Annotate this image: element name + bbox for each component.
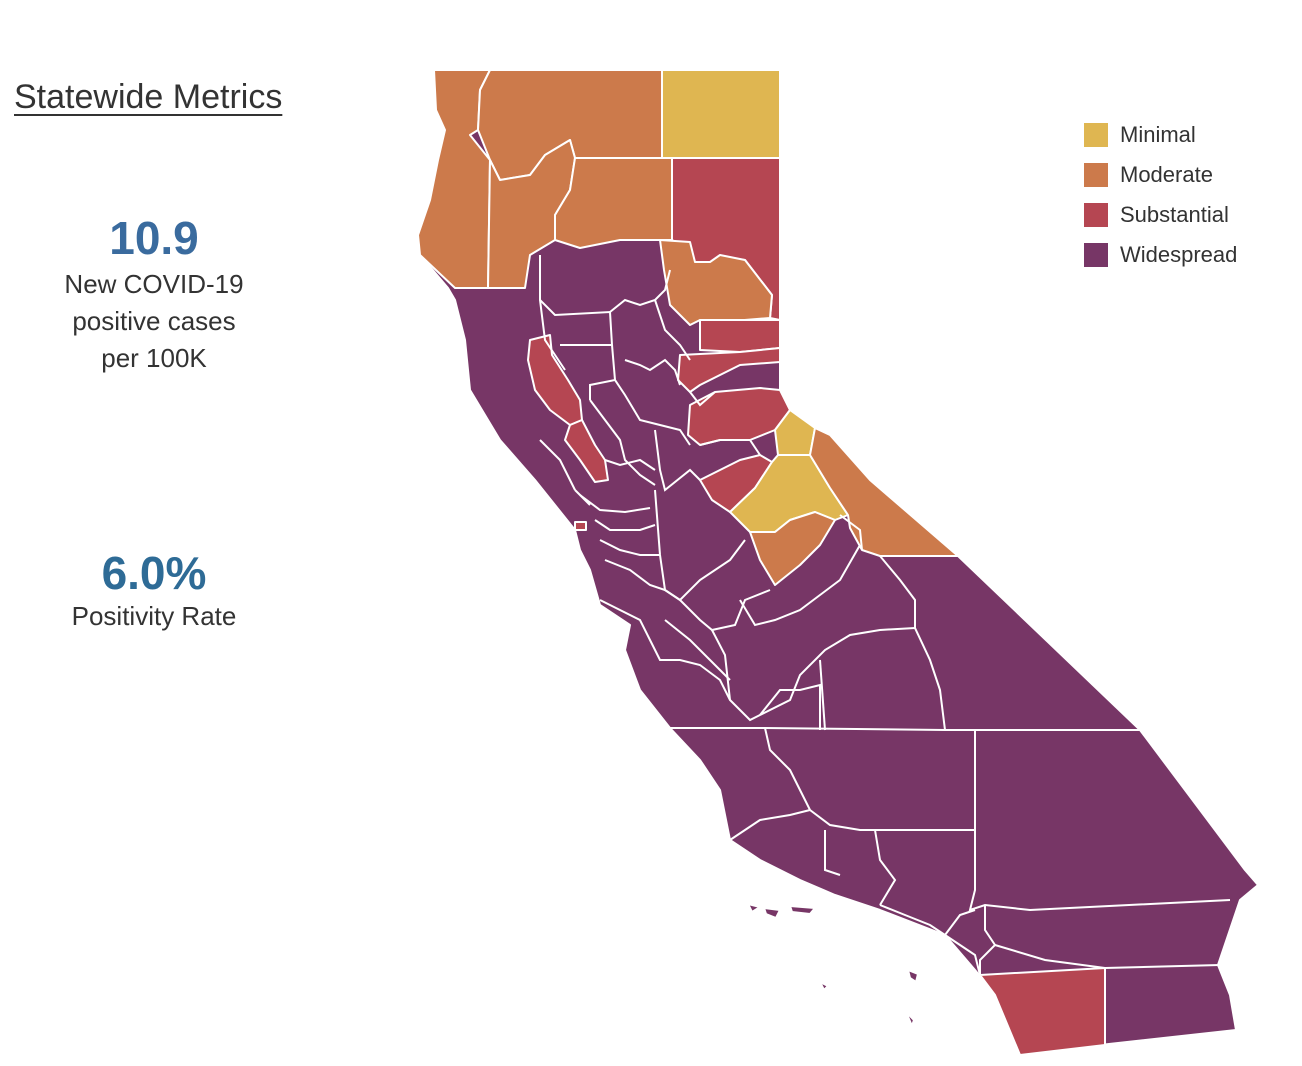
county-san-diego — [979, 967, 1106, 1056]
legend-item-widespread: Widespread — [1084, 235, 1237, 275]
legend-item-moderate: Moderate — [1084, 155, 1237, 195]
legend-swatch-widespread — [1084, 243, 1108, 267]
county-napa — [564, 419, 609, 483]
island-3 — [789, 905, 816, 915]
island-6 — [819, 981, 829, 991]
legend-label-moderate: Moderate — [1120, 162, 1213, 187]
legend-swatch-minimal — [1084, 123, 1108, 147]
county-sf — [574, 521, 587, 531]
county-sierra — [699, 319, 781, 353]
cases-label-line-2: positive cases — [72, 306, 236, 336]
island-1 — [747, 903, 761, 913]
county-shasta — [554, 157, 673, 249]
legend-swatch-substantial — [1084, 203, 1108, 227]
legend-item-minimal: Minimal — [1084, 115, 1237, 155]
island-4 — [907, 969, 919, 983]
county-modoc — [661, 69, 781, 159]
cases-metric: 10.9 New COVID-19 positive cases per 100… — [14, 210, 294, 377]
legend-item-substantial: Substantial — [1084, 195, 1237, 235]
county-nevada — [677, 347, 781, 393]
positivity-value: 6.0% — [101, 547, 207, 599]
county-plumas — [659, 239, 773, 326]
positivity-label: Positivity Rate — [71, 601, 237, 631]
county-borders — [539, 255, 1231, 1045]
island-5 — [905, 1011, 915, 1027]
county-mariposa — [749, 511, 836, 586]
cases-label-line-3: per 100K — [101, 343, 207, 373]
legend-swatch-moderate — [1084, 163, 1108, 187]
cases-label-line-1: New COVID-19 — [64, 269, 244, 299]
statewide-metrics-title: Statewide Metrics — [14, 78, 283, 116]
legend-label-minimal: Minimal — [1120, 122, 1196, 147]
legend-label-widespread: Widespread — [1120, 242, 1238, 267]
map-legend: Minimal Moderate Substantial Widespread — [1084, 115, 1237, 275]
island-2 — [763, 907, 781, 919]
state-outline — [417, 69, 1259, 1056]
cases-value: 10.9 — [109, 212, 199, 264]
positivity-metric: 6.0% Positivity Rate — [14, 545, 294, 631]
legend-label-substantial: Substantial — [1120, 202, 1229, 227]
